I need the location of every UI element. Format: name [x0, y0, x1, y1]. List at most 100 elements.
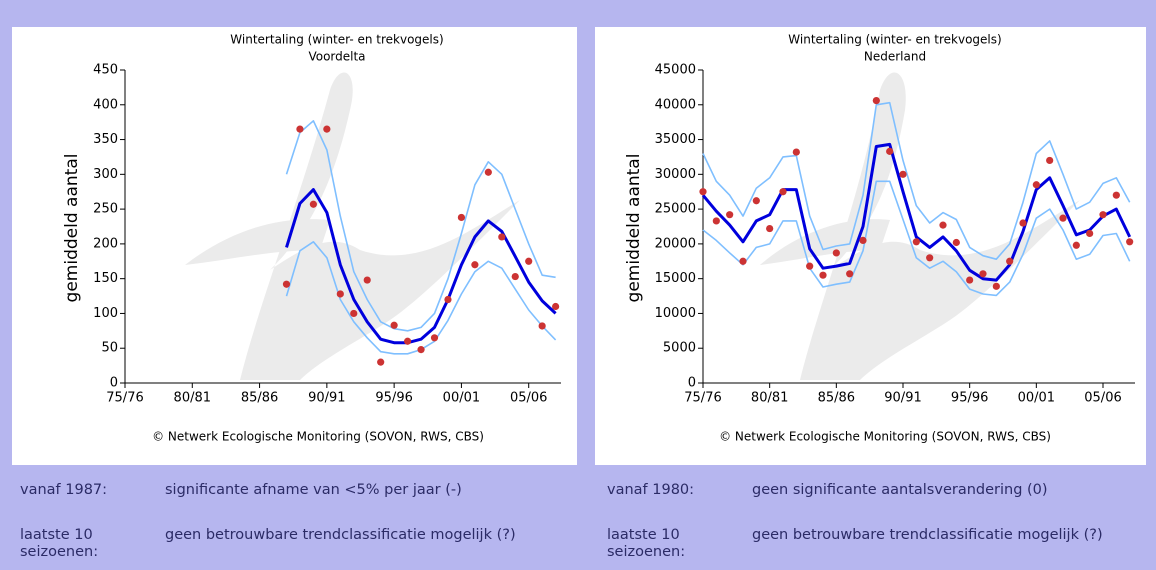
y-tick-label: 15000 — [655, 271, 696, 286]
data-point — [779, 188, 787, 196]
data-point — [1019, 219, 1027, 227]
data-point — [1112, 191, 1120, 199]
trend-label: vanaf 1980: — [607, 482, 695, 498]
credit: © Netwerk Ecologische Monitoring (SOVON,… — [719, 430, 1051, 444]
trend-text: geen betrouwbare trendclassificatie moge… — [752, 527, 1103, 543]
data-point — [979, 270, 987, 278]
x-tick-label: 75/76 — [106, 391, 143, 406]
data-point — [282, 280, 291, 288]
y-tick-label: 300 — [93, 167, 118, 182]
data-point — [363, 276, 371, 284]
data-point — [336, 290, 344, 298]
chart-subtitle: Voordelta — [308, 50, 365, 64]
series-line — [701, 142, 1132, 282]
data-point — [552, 302, 560, 311]
trend-label: vanaf 1987: — [20, 482, 108, 498]
y-tick-label: 25000 — [655, 202, 696, 217]
data-point — [992, 282, 1000, 290]
data-point — [1086, 229, 1094, 238]
data-point — [403, 337, 412, 345]
data-point — [1046, 156, 1054, 165]
data-point — [457, 213, 466, 222]
swan-watermark — [240, 72, 520, 380]
data-point — [886, 147, 894, 155]
data-point — [726, 211, 734, 219]
data-point — [350, 309, 358, 318]
data-point — [1059, 214, 1067, 222]
y-tick-label: 45000 — [655, 63, 696, 78]
data-point — [712, 217, 720, 225]
y-tick-label: 5000 — [663, 341, 696, 356]
trend-label: laatste 10 seizoenen: — [20, 527, 99, 560]
data-point — [859, 236, 867, 245]
data-point — [390, 321, 398, 329]
y-tick-label: 450 — [93, 63, 118, 78]
x-tick-label: 95/96 — [375, 391, 412, 406]
y-tick-label: 100 — [93, 306, 118, 321]
charts: Wintertaling (winter- en trekvogels) Voor… — [12, 27, 1146, 465]
trend-text: geen betrouwbare trendclassificatie moge… — [165, 527, 516, 543]
data-point — [1072, 241, 1080, 249]
data-point — [309, 200, 317, 208]
chart-title: Wintertaling (winter- en trekvogels) — [788, 33, 1001, 47]
x-tick-label: 80/81 — [751, 391, 788, 406]
data-point — [699, 188, 707, 196]
data-point — [377, 358, 385, 366]
trend-label: laatste 10 seizoenen: — [607, 527, 686, 560]
x-tick-label: 90/91 — [884, 391, 921, 406]
data-point — [872, 97, 880, 105]
data-point — [1099, 211, 1107, 219]
data-point — [538, 322, 546, 330]
x-tick-label: 95/96 — [951, 391, 988, 406]
x-tick-label: 90/91 — [308, 391, 345, 406]
y-tick-label: 0 — [110, 376, 118, 391]
x-tick-label: 00/01 — [1018, 391, 1055, 406]
data-point — [792, 148, 800, 156]
credit: © Netwerk Ecologische Monitoring (SOVON,… — [152, 430, 484, 444]
data-point — [296, 125, 304, 133]
x-tick-label: 05/06 — [510, 391, 547, 406]
x-tick-label: 00/01 — [443, 391, 480, 406]
y-tick-label: 20000 — [655, 236, 696, 251]
y-tick-label: 50 — [101, 341, 118, 356]
data-point — [912, 238, 920, 246]
data-point — [806, 262, 814, 270]
y-tick-label: 40000 — [655, 97, 696, 112]
y-tick-label: 350 — [93, 132, 118, 147]
series-line — [702, 101, 1131, 260]
data-point — [899, 170, 907, 178]
x-tick-label: 75/76 — [684, 391, 721, 406]
y-tick-label: 250 — [93, 202, 118, 217]
y-tick-label: 400 — [93, 97, 118, 112]
data-point — [952, 238, 960, 247]
data-point — [417, 346, 425, 354]
data-point — [444, 295, 452, 304]
series-line — [702, 180, 1131, 297]
data-point — [966, 276, 974, 284]
y-tick-label: 0 — [688, 376, 696, 391]
data-point — [484, 168, 492, 176]
y-tick-label: 200 — [93, 236, 118, 251]
x-tick-label: 05/06 — [1084, 391, 1121, 406]
trend-text: geen significante aantalsverandering (0) — [752, 482, 1048, 498]
chart-subtitle: Nederland — [864, 50, 926, 64]
data-point — [323, 125, 331, 133]
data-point — [1006, 257, 1014, 265]
data-point — [1126, 238, 1134, 246]
series-line — [285, 120, 556, 332]
data-point — [430, 334, 439, 342]
x-tick-label: 85/86 — [818, 391, 855, 406]
data-point — [525, 257, 533, 265]
data-point — [511, 272, 519, 281]
data-point — [819, 271, 827, 279]
data-point — [846, 270, 854, 278]
data-point — [832, 249, 840, 257]
data-point — [1032, 181, 1040, 189]
x-tick-label: 85/86 — [241, 391, 278, 406]
y-axis-label: gemiddeld aantal — [624, 154, 644, 303]
chart-title: Wintertaling (winter- en trekvogels) — [230, 33, 443, 47]
data-point — [739, 257, 747, 265]
swan-watermark — [185, 219, 330, 265]
y-axis-label: gemiddeld aantal — [62, 154, 82, 303]
